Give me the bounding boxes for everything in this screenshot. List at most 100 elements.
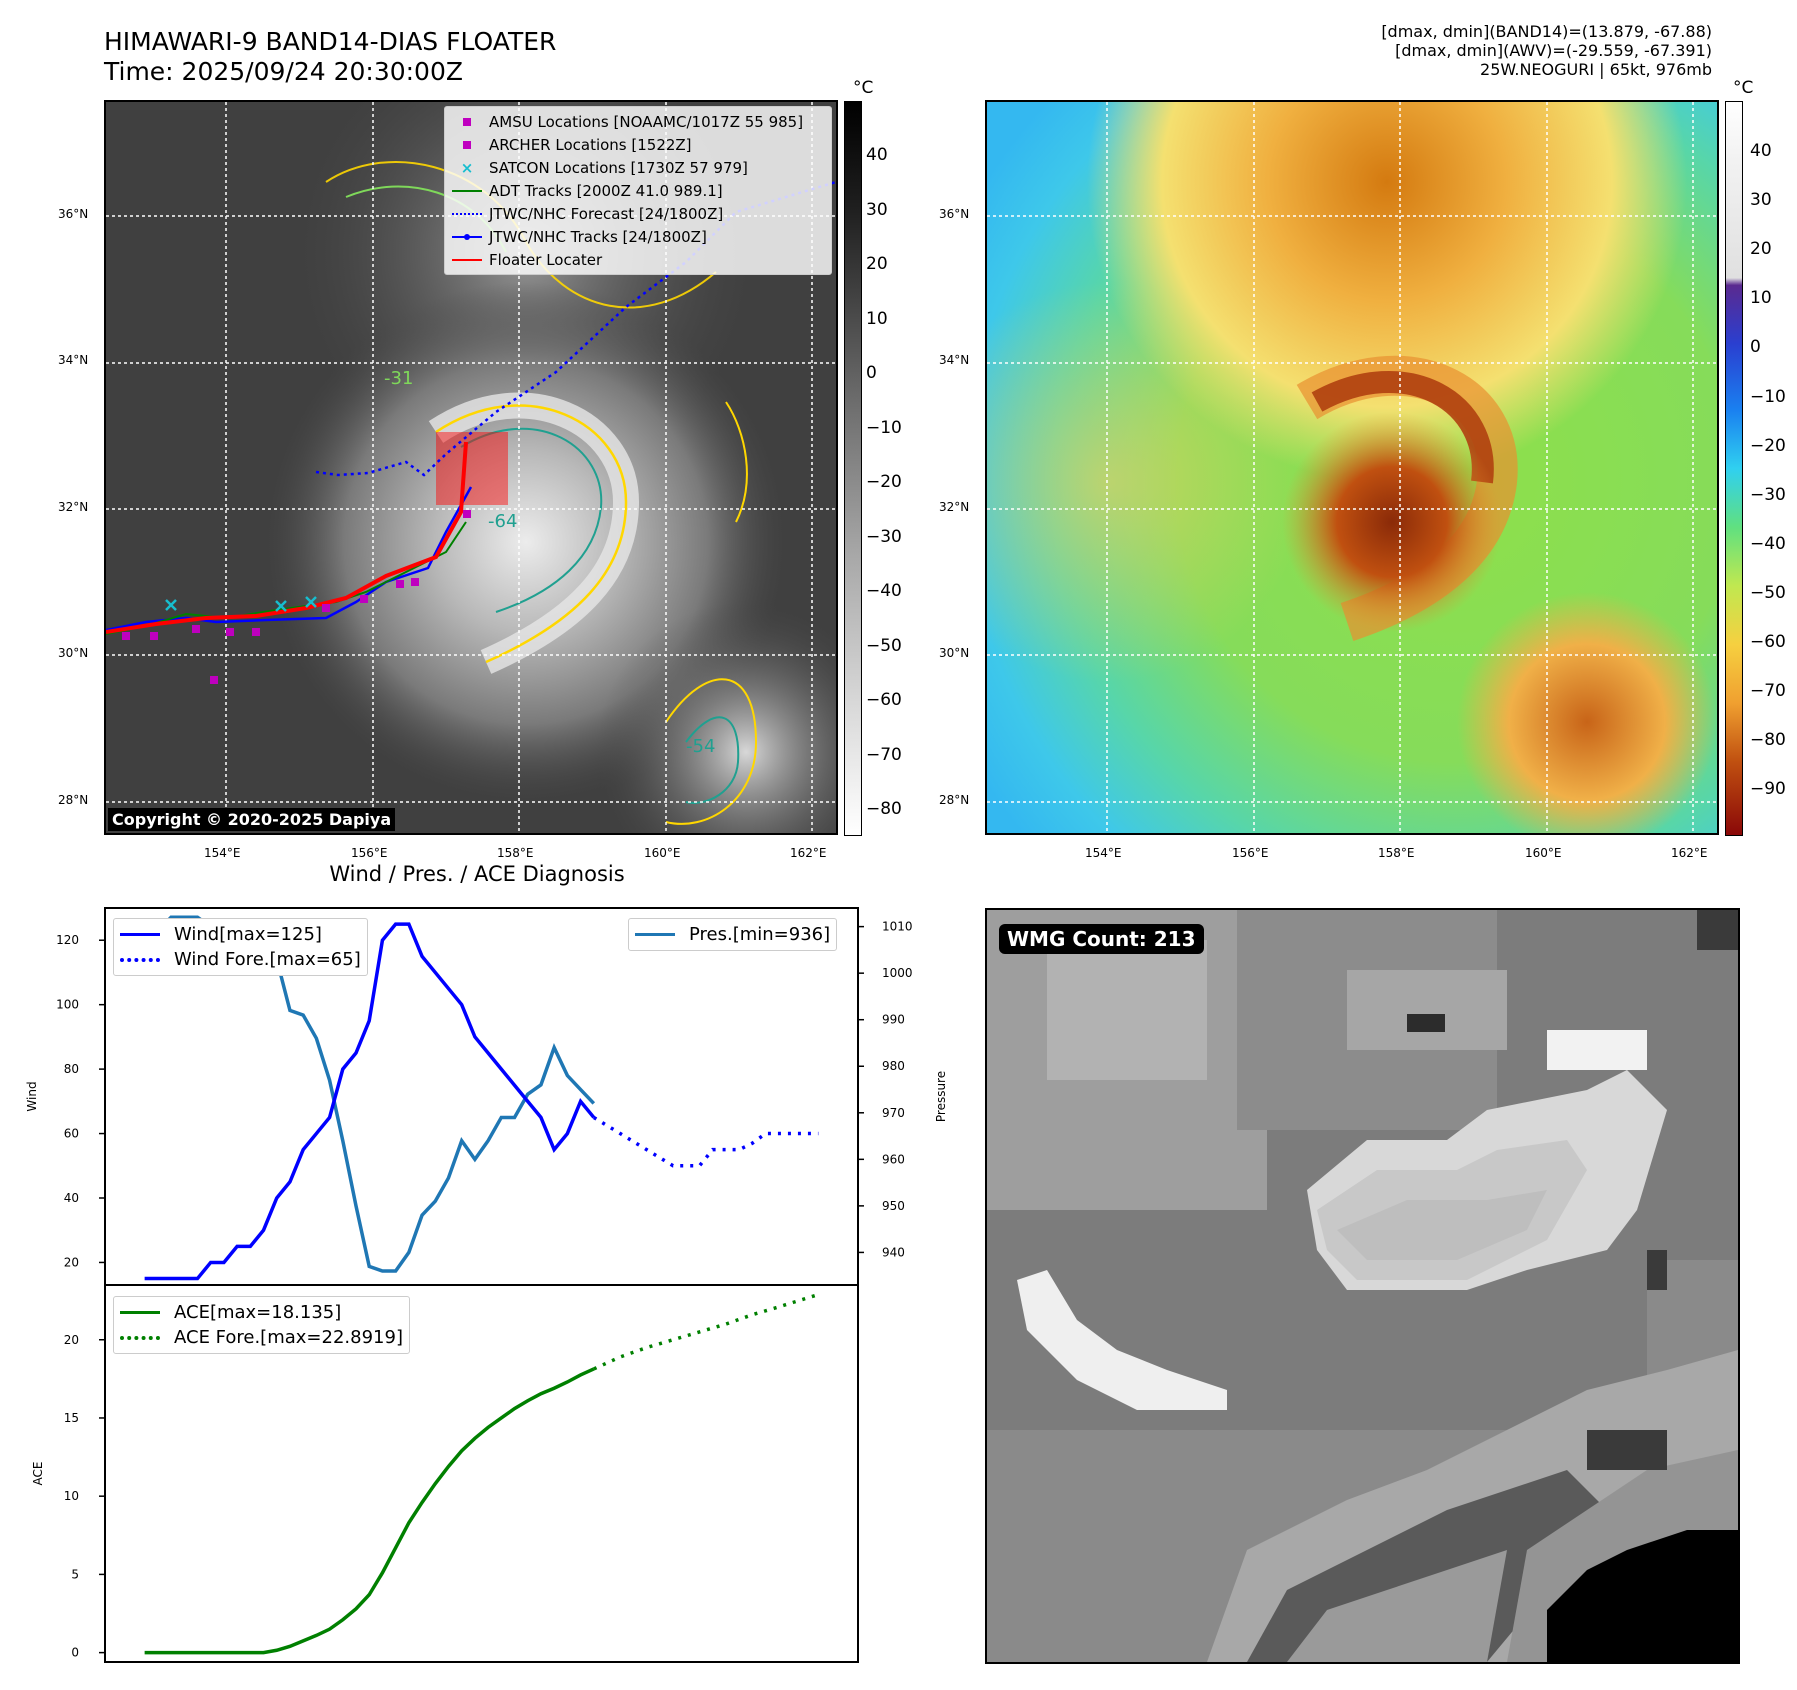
wmg-panel: WMG Count: 213 <box>985 908 1740 1664</box>
contour-label-54: -54 <box>686 736 715 757</box>
legend-ace: ACE[max=18.135] <box>120 1300 403 1325</box>
legend-satcon: × SATCON Locations [1730Z 57 979] <box>445 156 831 179</box>
legend-wind: Wind[max=125] <box>120 922 361 947</box>
ace-plot-frame <box>104 1284 859 1663</box>
colorbar-tick-label: 10 <box>1750 288 1772 309</box>
wind-legend: Wind[max=125] Wind Fore.[max=65] <box>113 918 368 976</box>
wind-y-tick-label: 60 <box>64 1127 79 1141</box>
colorbar-tick-label: −40 <box>1750 533 1786 554</box>
wind-y-tick-label: 120 <box>56 933 79 947</box>
satcon-markers <box>165 596 317 612</box>
solid-line-icon <box>120 933 160 936</box>
legend-archer-label: ARCHER Locations [1522Z] <box>489 135 692 154</box>
wind-y-tick-label: 20 <box>64 1255 79 1269</box>
ace-y-axis-label: ACE <box>31 1462 45 1486</box>
copyright-label: Copyright © 2020-2025 Dapiya <box>108 808 396 831</box>
pressure-y-tick-label: 960 <box>882 1152 905 1166</box>
colorbar-tick-label: −50 <box>866 635 902 656</box>
figure-title: HIMAWARI-9 BAND14-DIAS FLOATER <box>104 27 557 56</box>
legend-wind-fore-label: Wind Fore.[max=65] <box>174 949 361 970</box>
colorbar-tick-label: −50 <box>1750 582 1786 603</box>
diagnosis-chart: 2040608010012094095096097098099010001010… <box>25 907 948 1663</box>
colorbar-tick-label: 40 <box>1750 141 1772 161</box>
contour-label-64: -64 <box>488 511 517 532</box>
legend-adt: ADT Tracks [2000Z 41.0 989.1] <box>445 179 831 202</box>
colorbar-tick-label: 20 <box>1750 239 1772 260</box>
colorbar-tick-label: −70 <box>866 744 902 765</box>
legend-pressure: Pres.[min=936] <box>635 922 830 947</box>
lon-tick: 162°E <box>1671 846 1708 860</box>
colorbar-tick-label: −60 <box>866 690 902 710</box>
pressure-legend: Pres.[min=936] <box>628 918 838 951</box>
ace-axes: 0 5 10 15 20 ACE <box>31 1284 859 1663</box>
square-icon <box>445 117 489 126</box>
colorbar-tick-label: −90 <box>1750 779 1786 800</box>
colorbar-tick-label: 40 <box>866 145 888 165</box>
pressure-y-tick-label: 1000 <box>882 966 913 980</box>
line-icon <box>445 258 489 261</box>
colorbar-tick-label: −20 <box>1750 435 1786 456</box>
colorbar-tick-label: 0 <box>866 363 877 383</box>
wmg-count-badge: WMG Count: 213 <box>999 924 1204 954</box>
lat-tick: 32°N <box>939 500 970 514</box>
ace-y-tick-label: 20 <box>64 1333 79 1347</box>
pressure-y-tick-label: 940 <box>882 1245 905 1259</box>
map-legend: AMSU Locations [NOAAMC/1017Z 55 985] ARC… <box>444 106 832 275</box>
lat-tick: 34°N <box>939 353 970 367</box>
colorbar-tick-label: −70 <box>1750 681 1786 702</box>
lat-tick: 36°N <box>58 207 89 221</box>
legend-ace-label: ACE[max=18.135] <box>174 1302 342 1323</box>
wind-forecast-line <box>592 1115 819 1168</box>
ace-y-tick-label: 15 <box>64 1411 79 1425</box>
lat-tick: 36°N <box>939 207 970 221</box>
colorbar-tick-label: −60 <box>1750 632 1786 652</box>
legend-amsu: AMSU Locations [NOAAMC/1017Z 55 985] <box>445 110 831 133</box>
colorbar-tick-label: −80 <box>866 799 902 819</box>
legend-ace-fore: ACE Fore.[max=22.8919] <box>120 1325 403 1350</box>
floater-box <box>436 432 508 505</box>
figure-time: Time: 2025/09/24 20:30:00Z <box>104 57 463 86</box>
wind-y-tick-label: 40 <box>64 1191 79 1205</box>
colorbar-tick-label: −80 <box>1750 730 1786 751</box>
legend-jtwc: JTWC/NHC Tracks [24/1800Z] <box>445 225 831 248</box>
pressure-y-tick-label: 980 <box>882 1059 905 1073</box>
awv-map-grid <box>987 102 1717 833</box>
wind-y-axis-label: Wind <box>25 1081 39 1111</box>
colorbar-tick-label: −40 <box>866 581 902 601</box>
wind-line <box>144 922 596 1281</box>
info-line-2: [dmax, dmin](AWV)=(-29.559, -67.391) <box>1395 41 1712 60</box>
lon-tick: 156°E <box>1232 846 1269 860</box>
pressure-y-tick-label: 990 <box>882 1013 905 1027</box>
legend-amsu-label: AMSU Locations [NOAAMC/1017Z 55 985] <box>489 112 804 131</box>
contour-label-31: -31 <box>384 368 413 389</box>
colorbar-tick-label: 10 <box>866 308 888 329</box>
diagnosis-title: Wind / Pres. / ACE Diagnosis <box>329 862 625 886</box>
gray-colorbar-unit: °C <box>853 78 874 98</box>
solid-line-icon <box>120 1311 160 1314</box>
lat-tick: 28°N <box>58 793 89 807</box>
pressure-y-axis-label: Pressure <box>934 1071 948 1122</box>
legend-pressure-label: Pres.[min=936] <box>689 924 831 945</box>
colorbar-tick-label: −30 <box>866 526 902 547</box>
lon-tick: 162°E <box>790 846 827 860</box>
lon-tick: 160°E <box>644 846 681 860</box>
lon-tick: 156°E <box>351 846 388 860</box>
wmg-image <box>987 910 1738 1662</box>
pressure-y-tick-label: 970 <box>882 1106 905 1120</box>
dotted-line-icon <box>120 1335 160 1340</box>
colorbar-tick-label: −30 <box>1750 484 1786 505</box>
legend-ace-fore-label: ACE Fore.[max=22.8919] <box>174 1327 403 1348</box>
ace-y-tick-label: 0 <box>71 1646 79 1660</box>
colorbar-tick-label: 30 <box>1750 190 1772 211</box>
pressure-y-tick-label: 950 <box>882 1199 905 1213</box>
awv-map-image <box>987 102 1717 833</box>
legend-forecast-label: JTWC/NHC Forecast [24/1800Z] <box>489 204 724 223</box>
line-icon <box>445 189 489 192</box>
lat-tick: 32°N <box>58 500 89 514</box>
legend-wind-fore: Wind Fore.[max=65] <box>120 947 361 972</box>
color-colorbar-unit: °C <box>1733 78 1754 98</box>
awv-map-panel <box>985 100 1719 835</box>
colorbar-tick-label: −20 <box>866 472 902 492</box>
wind-y-tick-label: 100 <box>56 998 79 1012</box>
legend-satcon-label: SATCON Locations [1730Z 57 979] <box>489 158 748 177</box>
